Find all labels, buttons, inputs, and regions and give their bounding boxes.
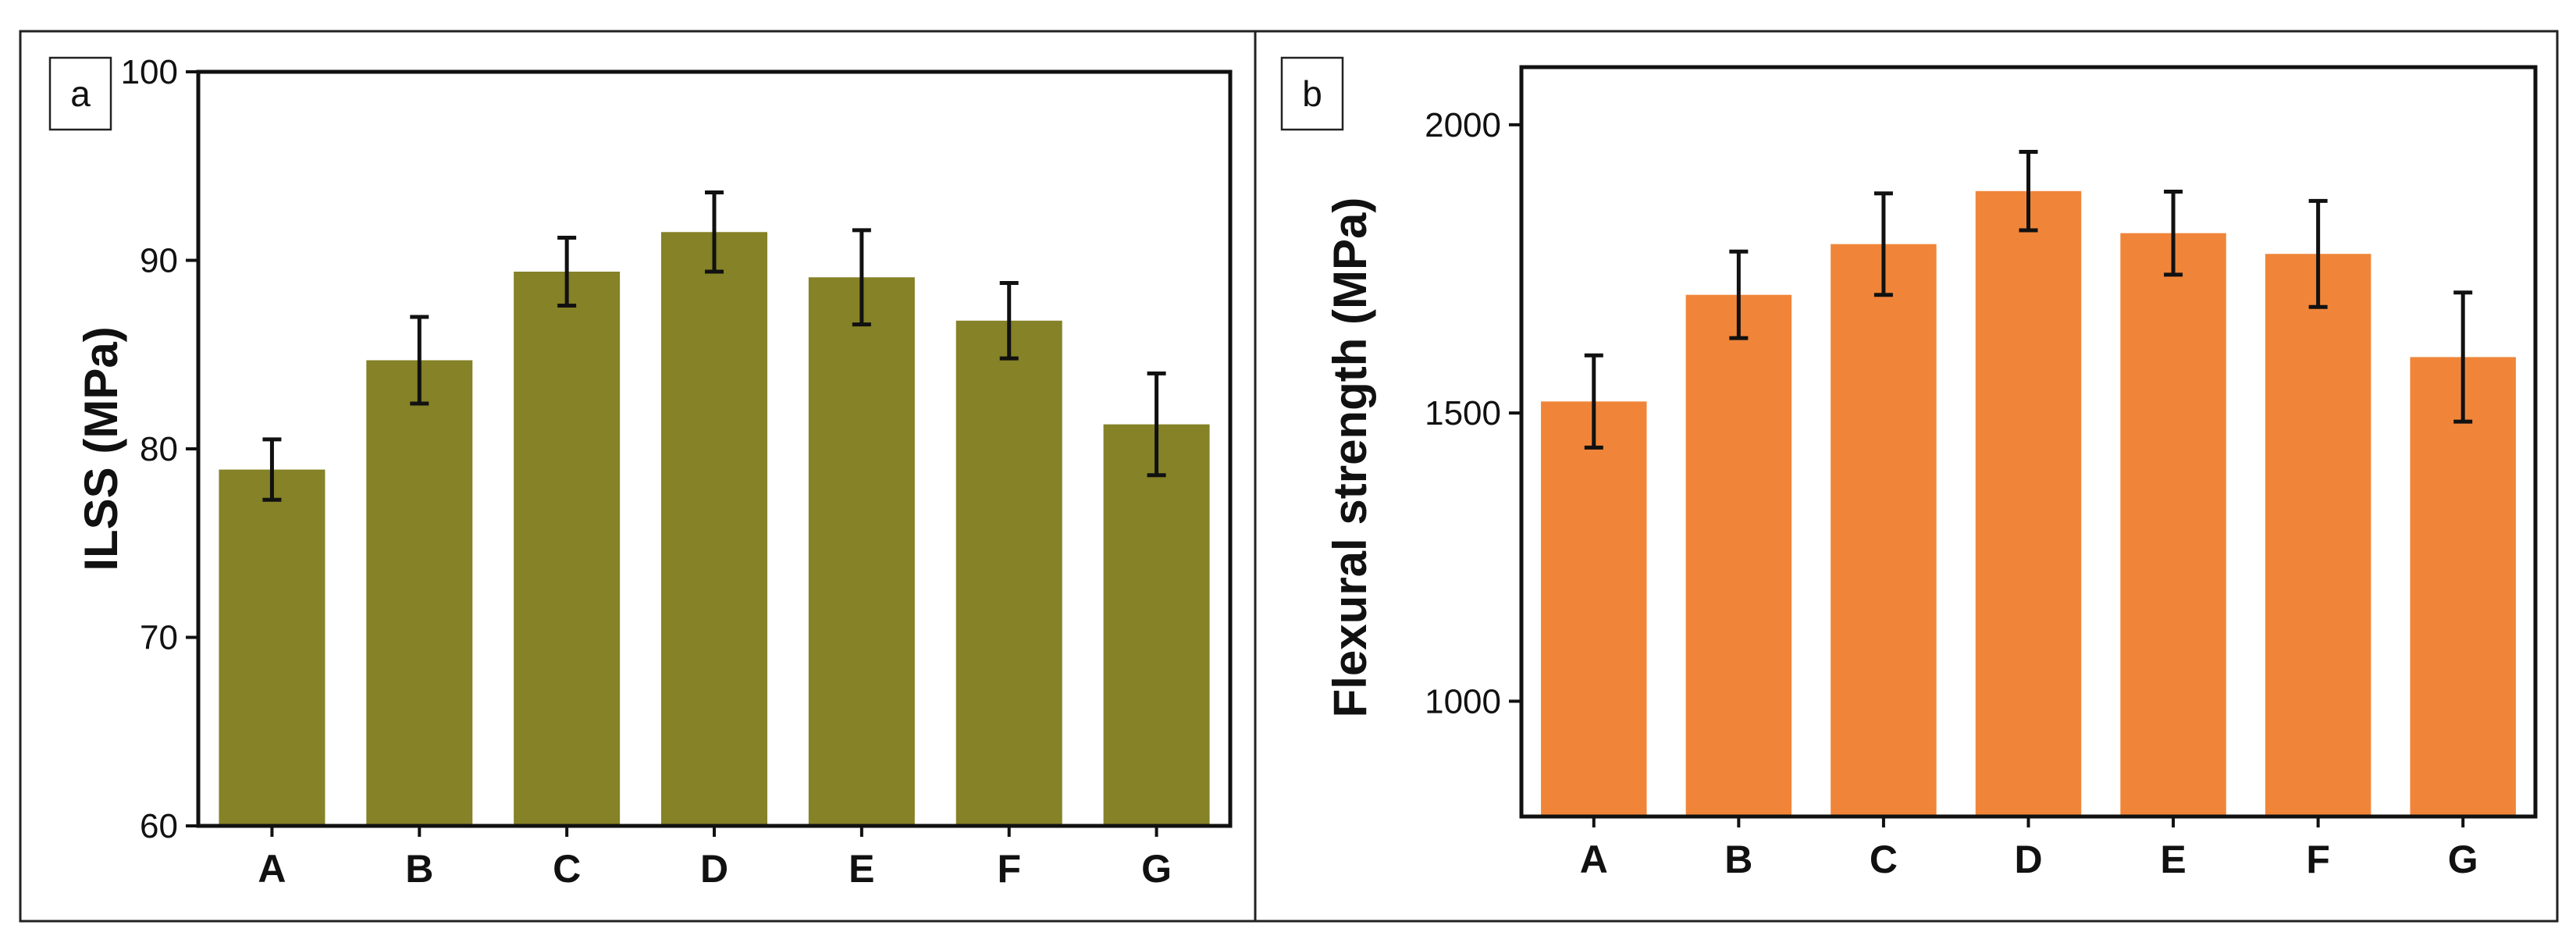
panel-a-y-ticks: 60 70 80 90 100	[121, 53, 198, 845]
panel-a-plot-frame	[196, 69, 1233, 828]
error-bar-A	[262, 437, 282, 502]
error-bar-E	[2164, 190, 2183, 277]
panel-b-x-ticks: A B C D E F G	[1580, 817, 2478, 881]
panel-b-y-ticks: 1000 1500 2000	[1425, 106, 1521, 721]
bar-D	[661, 232, 767, 826]
x-tick-label-G: G	[2448, 838, 2478, 881]
error-bar-D	[705, 190, 724, 274]
bar-C	[1831, 244, 1937, 817]
error-bar-C	[1873, 191, 1893, 297]
error-bar-B	[1729, 249, 1749, 340]
bar-G	[1103, 424, 1210, 826]
bar-F	[2265, 254, 2371, 817]
x-tick-label-C: C	[553, 847, 581, 891]
panel-a: 60 70 80 90 100 A B C D E F G a ILSS (MPa)	[48, 53, 1233, 891]
panel-a-bars	[219, 190, 1210, 826]
bar-E	[808, 277, 915, 826]
error-bar-A	[1584, 353, 1603, 450]
bar-G	[2410, 357, 2516, 817]
bar-C	[514, 271, 621, 826]
x-tick-label-E: E	[849, 847, 874, 891]
panel-b-bars	[1541, 150, 2516, 817]
bar-A	[219, 469, 326, 826]
x-tick-label-A: A	[258, 847, 286, 891]
y-tick-label-60: 60	[140, 807, 178, 845]
panel-a-y-axis-title: ILSS (MPa)	[75, 326, 127, 571]
panel-b-plot-frame	[1519, 65, 2538, 819]
x-tick-label-D: D	[700, 847, 728, 891]
x-tick-label-F: F	[997, 847, 1021, 891]
x-tick-label-E: E	[2160, 838, 2186, 881]
y-tick-label-70: 70	[140, 619, 178, 657]
error-bar-C	[557, 236, 577, 308]
error-bar-F	[999, 280, 1019, 361]
y-tick-label-2000: 2000	[1425, 106, 1501, 144]
bar-E	[2120, 233, 2226, 817]
figure-frame	[19, 30, 2559, 923]
error-bar-B	[410, 315, 429, 406]
x-tick-label-F: F	[2306, 838, 2330, 881]
panel-b: 1000 1500 2000 A B C D E F G b Flexural strength…	[1280, 56, 2538, 881]
panel-b-letter-box	[1280, 56, 1344, 131]
panel-a-letter: a	[70, 73, 91, 114]
error-bar-E	[852, 228, 871, 327]
error-bar-D	[2019, 150, 2038, 233]
bar-D	[1975, 190, 2082, 817]
y-tick-label-1500: 1500	[1425, 394, 1501, 432]
y-tick-label-100: 100	[121, 53, 178, 91]
bar-A	[1541, 401, 1647, 817]
y-tick-label-1000: 1000	[1425, 682, 1501, 721]
bar-F	[955, 320, 1062, 826]
panel-a-x-ticks: A B C D E F G	[258, 826, 1172, 891]
x-tick-label-C: C	[1870, 838, 1898, 881]
x-tick-label-B: B	[1724, 838, 1752, 881]
error-bar-G	[2453, 290, 2473, 424]
x-tick-label-A: A	[1580, 838, 1608, 881]
x-tick-label-G: G	[1141, 847, 1172, 891]
y-tick-label-90: 90	[140, 242, 178, 280]
panel-b-letter: b	[1302, 73, 1322, 114]
x-tick-label-D: D	[2014, 838, 2042, 881]
error-bar-G	[1147, 371, 1166, 478]
x-tick-label-B: B	[405, 847, 433, 891]
y-tick-label-80: 80	[140, 430, 178, 468]
bar-B	[366, 360, 473, 826]
bar-B	[1685, 294, 1792, 817]
error-bar-F	[2308, 198, 2328, 309]
panel-b-y-axis-title: Flexural strength (MPa)	[1324, 197, 1376, 718]
panel-a-letter-box	[48, 56, 112, 131]
